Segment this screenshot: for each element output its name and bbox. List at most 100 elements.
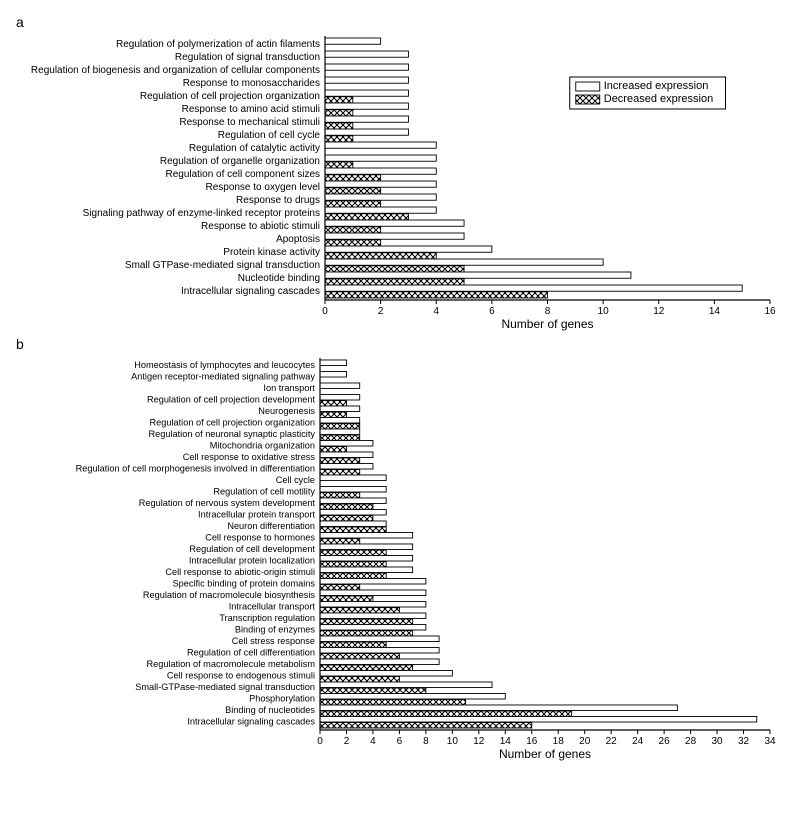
bar-increased <box>320 716 757 722</box>
bar-decreased <box>325 110 353 116</box>
bar-increased <box>320 440 373 446</box>
bar-decreased <box>325 279 464 285</box>
x-tick-label: 24 <box>632 736 644 747</box>
bar-increased <box>320 682 492 688</box>
x-tick-label: 32 <box>738 736 750 747</box>
category-label: Homeostasis of lymphocytes and leucocyte… <box>134 360 315 370</box>
x-tick-label: 8 <box>545 306 551 317</box>
bar-decreased <box>320 401 346 407</box>
category-label: Nucleotide binding <box>238 273 320 284</box>
bar-increased <box>320 624 426 630</box>
category-label: Regulation of cell projection developmen… <box>147 395 315 405</box>
bar-decreased <box>320 619 413 625</box>
x-tick-label: 0 <box>322 306 328 317</box>
category-label: Response to monosaccharides <box>183 78 320 89</box>
bar-increased <box>325 181 436 187</box>
category-label: Regulation of biogenesis and organizatio… <box>31 65 320 76</box>
bar-increased <box>325 168 436 174</box>
x-tick-label: 4 <box>370 736 376 747</box>
panel-b: Homeostasis of lymphocytes and leucocyte… <box>10 354 797 762</box>
x-tick-label: 6 <box>489 306 495 317</box>
category-label: Response to oxygen level <box>205 182 320 193</box>
bar-decreased <box>320 631 413 637</box>
x-axis-title: Number of genes <box>499 747 591 761</box>
bar-increased <box>325 207 436 213</box>
legend-label-increased: Increased expression <box>604 80 709 92</box>
bar-decreased <box>320 539 360 545</box>
bar-increased <box>320 636 439 642</box>
bar-increased <box>320 360 346 366</box>
category-label: Regulation of macromolecule biosynthesis <box>143 590 316 600</box>
category-label: Neuron differentiation <box>227 521 315 531</box>
bar-increased <box>325 90 408 96</box>
x-tick-label: 26 <box>659 736 671 747</box>
x-tick-label: 30 <box>711 736 723 747</box>
x-tick-label: 14 <box>500 736 512 747</box>
bar-increased <box>325 103 408 109</box>
bar-increased <box>325 233 464 239</box>
category-label: Response to mechanical stimuli <box>179 117 320 128</box>
category-label: Ion transport <box>263 383 315 393</box>
category-label: Intracellular signaling cascades <box>187 717 315 727</box>
category-label: Neurogenesis <box>258 406 315 416</box>
bar-increased <box>320 693 505 699</box>
legend-label-decreased: Decreased expression <box>604 93 713 105</box>
x-tick-label: 4 <box>433 306 439 317</box>
bar-decreased <box>320 516 373 522</box>
x-tick-label: 16 <box>764 306 776 317</box>
chart-a: Regulation of polymerization of actin fi… <box>10 32 790 332</box>
category-label: Regulation of cell component sizes <box>165 169 320 180</box>
bar-decreased <box>325 175 381 181</box>
x-tick-label: 20 <box>579 736 591 747</box>
bar-decreased <box>325 253 436 259</box>
category-label: Specific binding of protein domains <box>173 579 316 589</box>
bar-increased <box>320 394 360 400</box>
category-label: Cell response to endogenous stimuli <box>167 671 315 681</box>
x-tick-label: 10 <box>598 306 610 317</box>
bar-decreased <box>320 688 426 694</box>
bar-increased <box>325 194 436 200</box>
category-label: Response to abiotic stimuli <box>201 221 320 232</box>
bar-decreased <box>320 562 386 568</box>
bar-increased <box>325 155 436 161</box>
bar-decreased <box>325 292 548 298</box>
bar-increased <box>325 38 381 44</box>
bar-increased <box>325 272 631 278</box>
bar-increased <box>320 452 373 458</box>
bar-increased <box>320 429 360 435</box>
bar-decreased <box>320 447 346 453</box>
category-label: Transcription regulation <box>219 613 315 623</box>
x-tick-label: 6 <box>397 736 403 747</box>
bar-increased <box>325 259 603 265</box>
category-label: Small GTPase-mediated signal transductio… <box>125 260 320 271</box>
category-label: Small-GTPase-mediated signal transductio… <box>135 682 315 692</box>
bar-decreased <box>325 97 353 103</box>
category-label: Intracellular protein transport <box>198 510 315 520</box>
bar-decreased <box>320 665 413 671</box>
category-label: Response to amino acid stimuli <box>182 104 320 115</box>
x-tick-label: 14 <box>709 306 721 317</box>
category-label: Apoptosis <box>276 234 320 245</box>
bar-increased <box>320 521 386 527</box>
category-label: Regulation of cell projection organizati… <box>150 418 315 428</box>
category-label: Mitochondria organization <box>210 441 315 451</box>
panel-b-label: b <box>16 336 797 352</box>
bar-increased <box>320 371 346 377</box>
category-label: Signaling pathway of enzyme-linked recep… <box>83 208 320 219</box>
x-axis-title: Number of genes <box>501 317 593 331</box>
x-tick-label: 22 <box>606 736 618 747</box>
x-tick-label: 28 <box>685 736 697 747</box>
bar-decreased <box>320 642 386 648</box>
bar-increased <box>325 285 742 291</box>
bar-decreased <box>325 162 353 168</box>
category-label: Binding of nucleotides <box>225 705 315 715</box>
category-label: Regulation of cell motility <box>213 487 315 497</box>
bar-decreased <box>320 435 360 441</box>
category-label: Cell stress response <box>232 636 315 646</box>
category-label: Intracellular transport <box>229 602 316 612</box>
bar-increased <box>320 406 360 412</box>
bar-increased <box>320 417 360 423</box>
bar-increased <box>320 705 677 711</box>
bar-increased <box>320 486 386 492</box>
bar-increased <box>325 51 408 57</box>
